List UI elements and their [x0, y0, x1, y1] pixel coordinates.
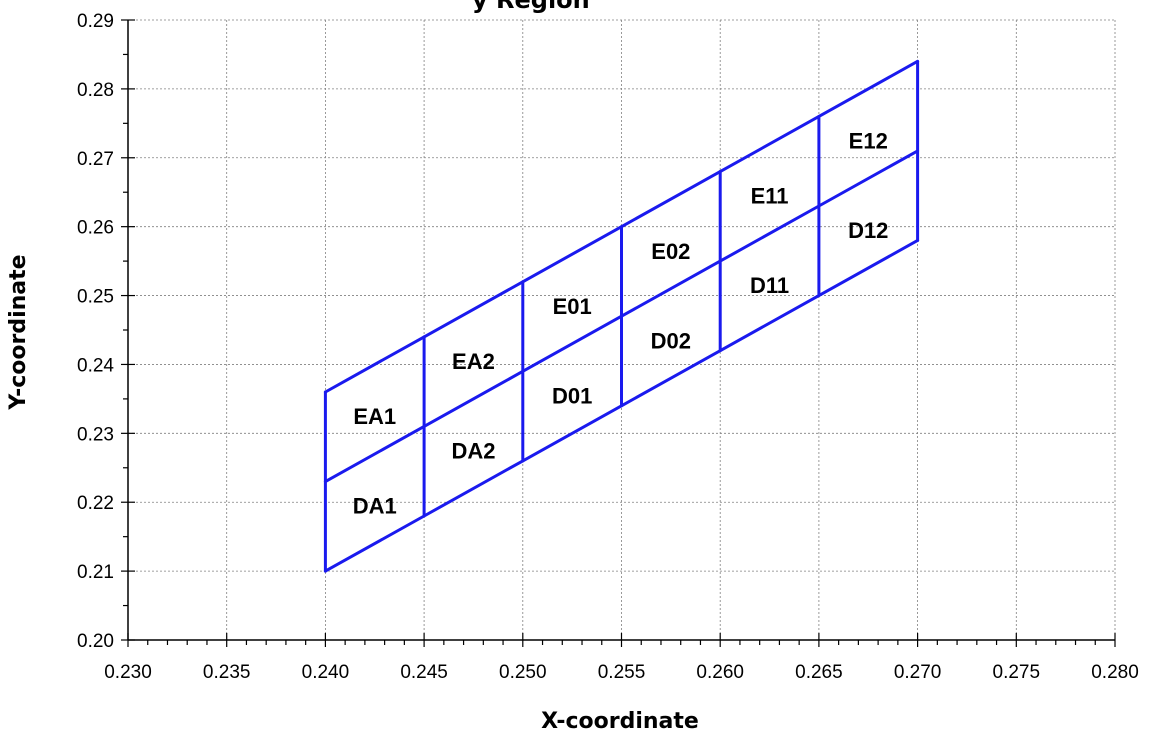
- y-tick-label: 0.24: [77, 355, 114, 376]
- cell-label-e02: E02: [651, 239, 690, 264]
- cell-label-ea2: EA2: [452, 349, 495, 374]
- y-tick-label: 0.22: [77, 493, 114, 514]
- x-tick-label: 0.255: [598, 662, 646, 683]
- x-axis-title: X-coordinate: [541, 709, 699, 733]
- cell-label-d12: D12: [848, 218, 888, 243]
- cell-label-e01: E01: [553, 294, 592, 319]
- cell-label-e12: E12: [849, 129, 888, 154]
- x-tick-label: 0.270: [894, 662, 942, 683]
- y-tick-label: 0.21: [77, 562, 114, 583]
- y-tick-label: 0.23: [77, 424, 114, 445]
- x-tick-label: 0.240: [302, 662, 350, 683]
- cell-labels: DA1 EA1 DA2 EA2 D01 E01 D02 E02 D11 E11 D12 E12: [353, 129, 889, 519]
- y-axis-title: Y-coordinate: [6, 254, 31, 410]
- cell-label-d02: D02: [651, 328, 691, 353]
- x-tick-label: 0.265: [795, 662, 843, 683]
- y-tick-label: 0.27: [77, 149, 114, 170]
- region-mesh: [323, 59, 920, 573]
- cell-label-d11: D11: [750, 273, 789, 298]
- axes: 0.230 0.235 0.240 0.245 0.250 0.255 0.260 0.265…: [77, 11, 1139, 683]
- x-tick-label: 0.250: [499, 662, 547, 683]
- y-tick-label: 0.29: [77, 11, 114, 32]
- cell-label-d01: D01: [552, 383, 592, 408]
- y-tick-label: 0.25: [77, 287, 114, 308]
- chart-title: y Region: [472, 0, 590, 14]
- x-tick-label: 0.245: [400, 662, 448, 683]
- x-tick-label: 0.280: [1091, 662, 1139, 683]
- y-tick-label: 0.20: [77, 631, 114, 652]
- cell-label-e11: E11: [751, 184, 789, 209]
- y-tick-label: 0.28: [77, 80, 114, 101]
- x-tick-label: 0.230: [104, 662, 152, 683]
- cell-label-da2: DA2: [451, 439, 495, 464]
- cell-label-ea1: EA1: [353, 404, 396, 429]
- cell-label-da1: DA1: [353, 494, 397, 519]
- y-tick-label: 0.26: [77, 218, 114, 239]
- x-tick-label: 0.275: [993, 662, 1041, 683]
- x-tick-label: 0.235: [203, 662, 251, 683]
- x-tick-label: 0.260: [696, 662, 744, 683]
